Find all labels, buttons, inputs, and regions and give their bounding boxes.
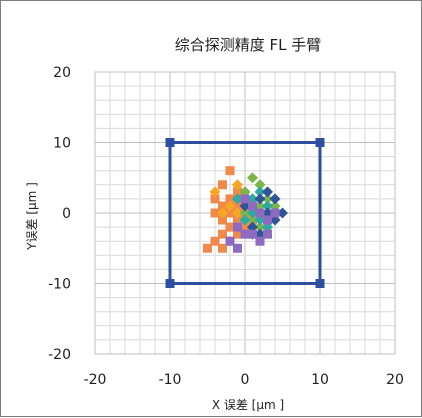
data-point [262,200,273,212]
data-points [203,166,288,253]
data-point [247,214,258,226]
tolerance-box-marker [315,138,325,147]
data-point [263,215,272,225]
data-point [254,193,266,205]
data-point [240,222,250,232]
y-tick-label: 0 [62,206,71,222]
data-point [233,187,242,197]
data-point [232,207,243,219]
data-point [218,229,227,239]
x-tick-label: 20 [386,372,404,388]
y-tick-label: 10 [53,136,71,152]
data-point [225,166,235,176]
data-point [262,193,273,205]
data-point [277,207,288,219]
x-tick-label: 10 [311,372,329,388]
data-point [255,208,265,218]
data-point [248,201,257,211]
data-point [262,186,273,198]
x-tick-label: -20 [84,372,107,388]
data-point [233,229,242,239]
data-point [225,208,235,218]
data-point [254,186,266,198]
data-point [270,208,280,218]
data-point [254,179,266,191]
data-point [210,208,220,218]
data-point [218,201,227,211]
x-tick-label: 0 [241,372,250,388]
y-tick-label: -10 [48,277,71,293]
data-point [233,215,242,225]
data-point [240,229,250,239]
data-point [232,179,243,191]
tolerance-box [165,138,325,288]
x-tick-label: -10 [159,372,182,388]
data-point [233,201,242,211]
data-point [225,194,235,204]
data-point [217,207,228,219]
x-axis-title: X 误差 [μm ] [212,398,284,412]
y-axis-title: Y误差 [μm ] [25,182,39,251]
data-point [233,243,242,253]
data-point [263,229,272,239]
data-point [239,207,251,219]
tolerance-box-marker [165,279,175,288]
data-point [232,193,243,205]
data-point [218,180,227,190]
y-tick-label: 20 [53,65,71,81]
data-point [240,194,250,204]
data-point [248,229,257,239]
data-point [255,236,265,246]
data-point [233,222,242,232]
data-point [254,221,266,233]
data-point [247,172,258,184]
plot-area-border [94,71,396,355]
data-point [225,236,235,246]
data-point [224,200,236,212]
data-point [210,236,220,246]
data-point [225,222,235,232]
data-point [269,193,281,205]
chart-title: 综合探测精度 FL 手臂 [175,36,322,54]
data-point [239,214,251,226]
data-point [218,243,227,253]
tolerance-box-marker [315,279,325,288]
tolerance-box-marker [165,138,175,147]
y-tick-label: -20 [48,347,71,363]
data-point [210,194,220,204]
tick-labels: -20 -10 0 10 20 20 10 0 -10 -20 [48,65,404,388]
data-point [209,186,221,198]
data-point [203,243,212,253]
data-point [218,215,227,225]
